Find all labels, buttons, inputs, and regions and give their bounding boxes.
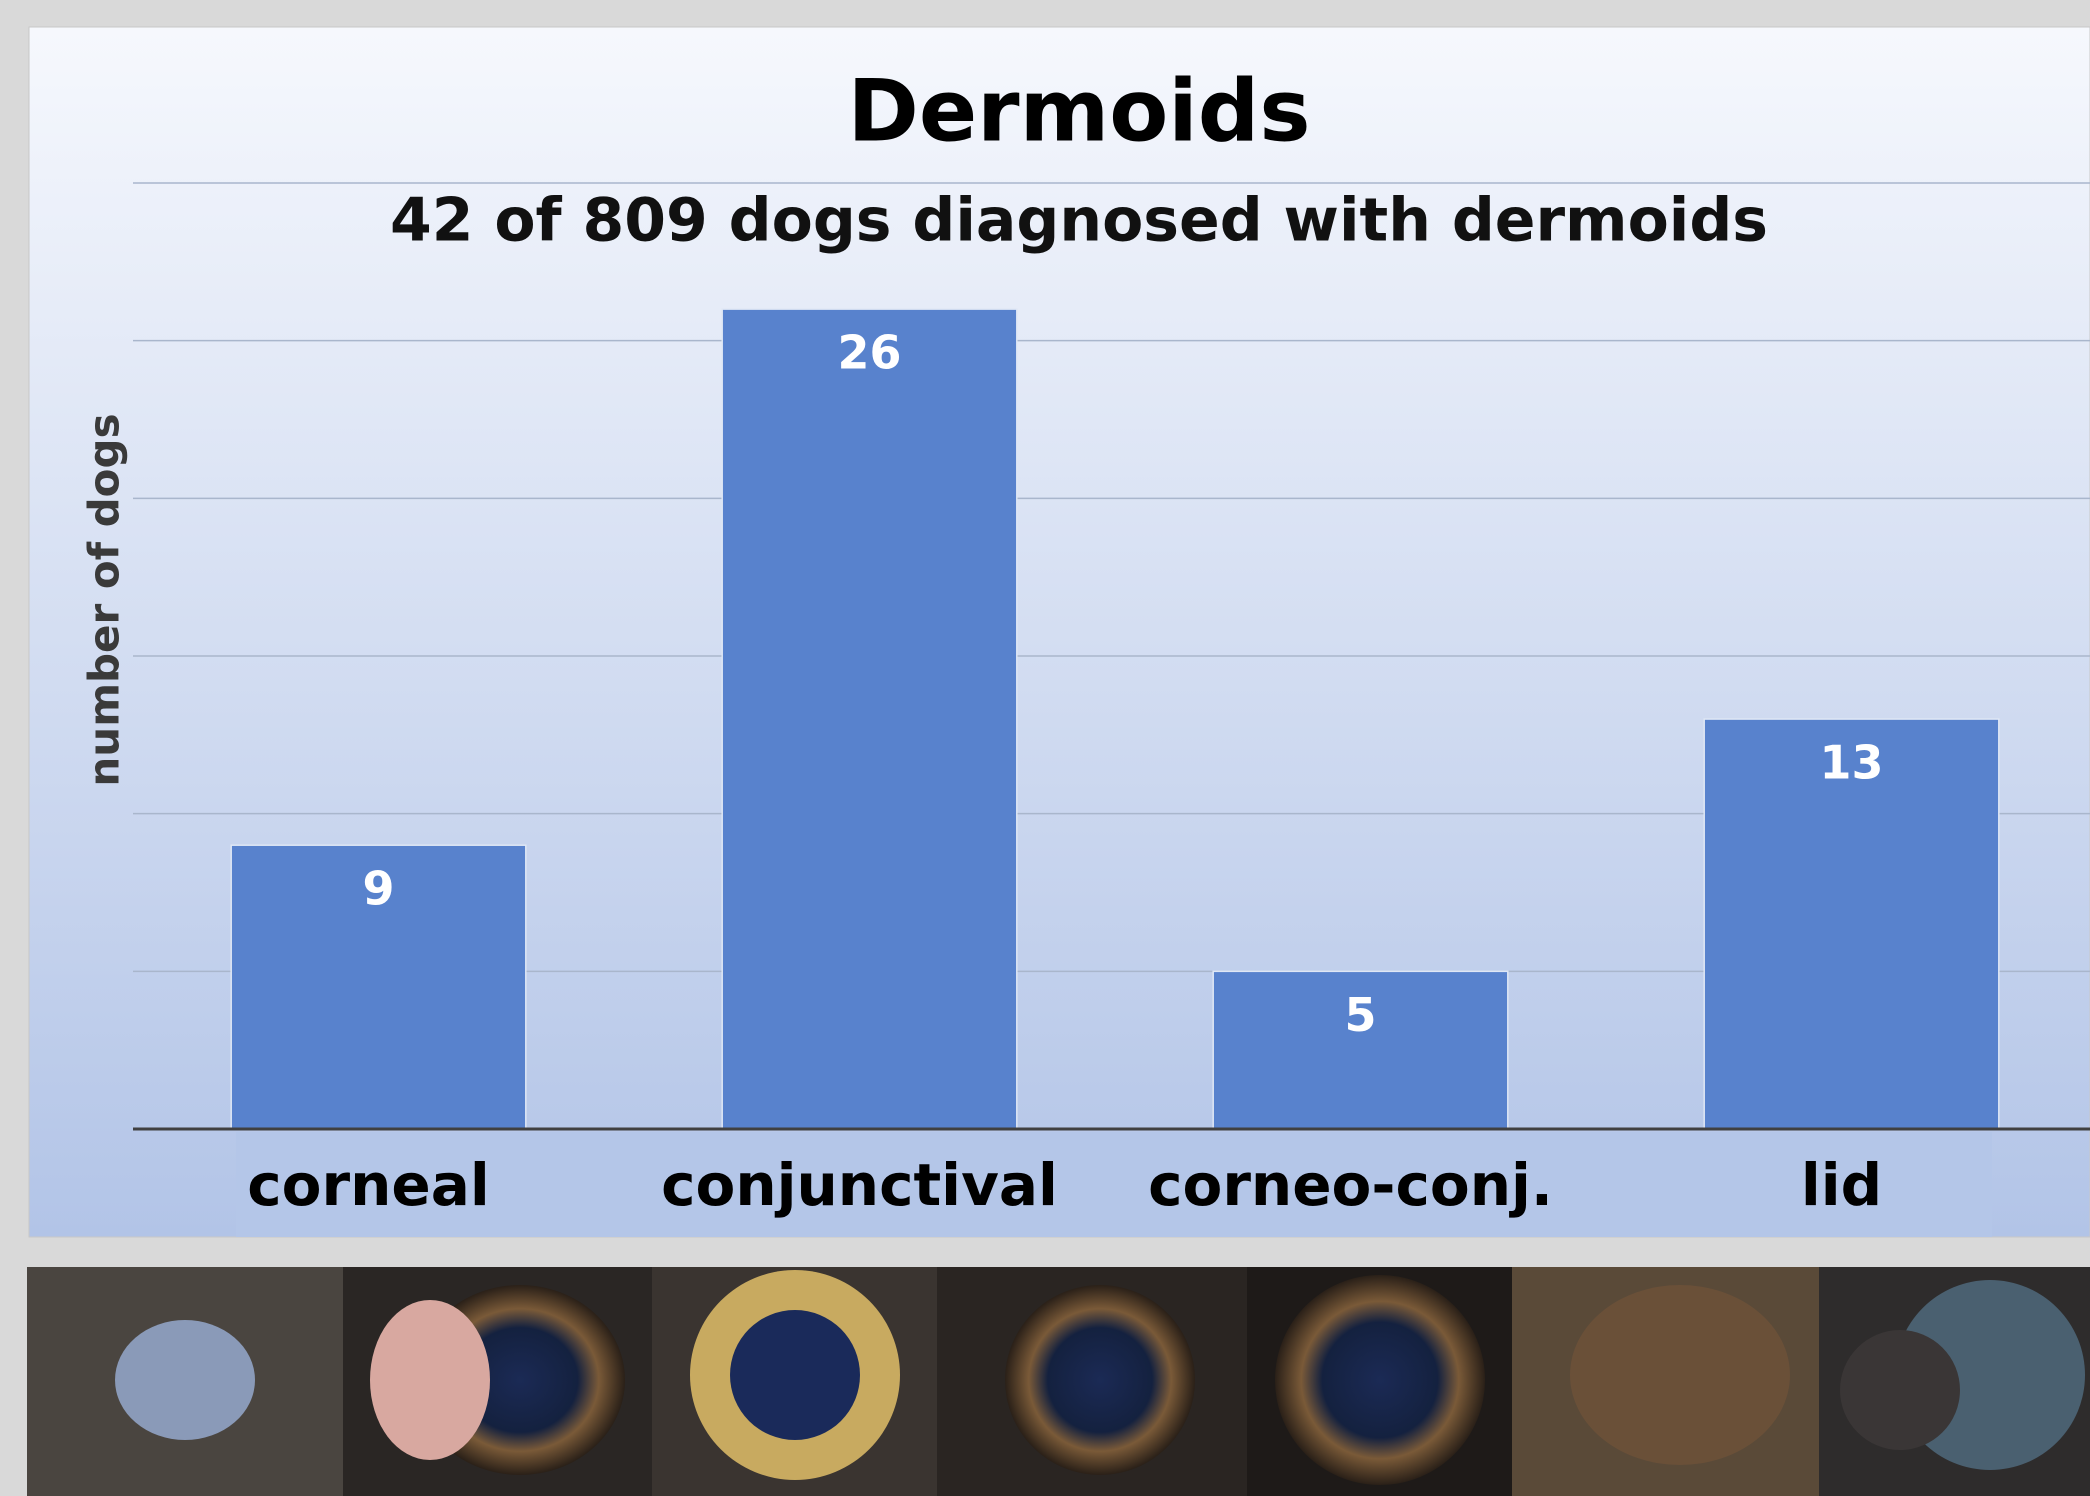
data-label: 13 [1819, 736, 1883, 790]
chart-subtitle: 42 of 809 dogs diagnosed with dermoids [390, 186, 1768, 256]
photo [1005, 1285, 1195, 1475]
photo [115, 1320, 255, 1440]
bar [230, 844, 527, 1130]
data-label: 26 [837, 326, 901, 380]
x-tick-label: corneo-conj. [1148, 1151, 1553, 1219]
photo [1840, 1330, 1960, 1450]
photo [730, 1310, 860, 1440]
x-tick-label: lid [1801, 1151, 1882, 1219]
photo-strip [27, 1267, 2090, 1496]
photo [1570, 1285, 1790, 1465]
data-label: 5 [1344, 988, 1376, 1042]
y-axis-label: number of dogs [80, 413, 129, 786]
bar [721, 308, 1018, 1130]
bar [1703, 718, 2000, 1130]
chart-title: Dermoids [847, 61, 1310, 161]
data-label: 9 [362, 862, 394, 916]
photo [370, 1300, 490, 1460]
bar [1212, 970, 1509, 1130]
photo [1275, 1275, 1485, 1485]
category-band [236, 1132, 1992, 1237]
x-tick-label: conjunctival [661, 1151, 1058, 1219]
x-tick-label: corneal [247, 1151, 489, 1219]
